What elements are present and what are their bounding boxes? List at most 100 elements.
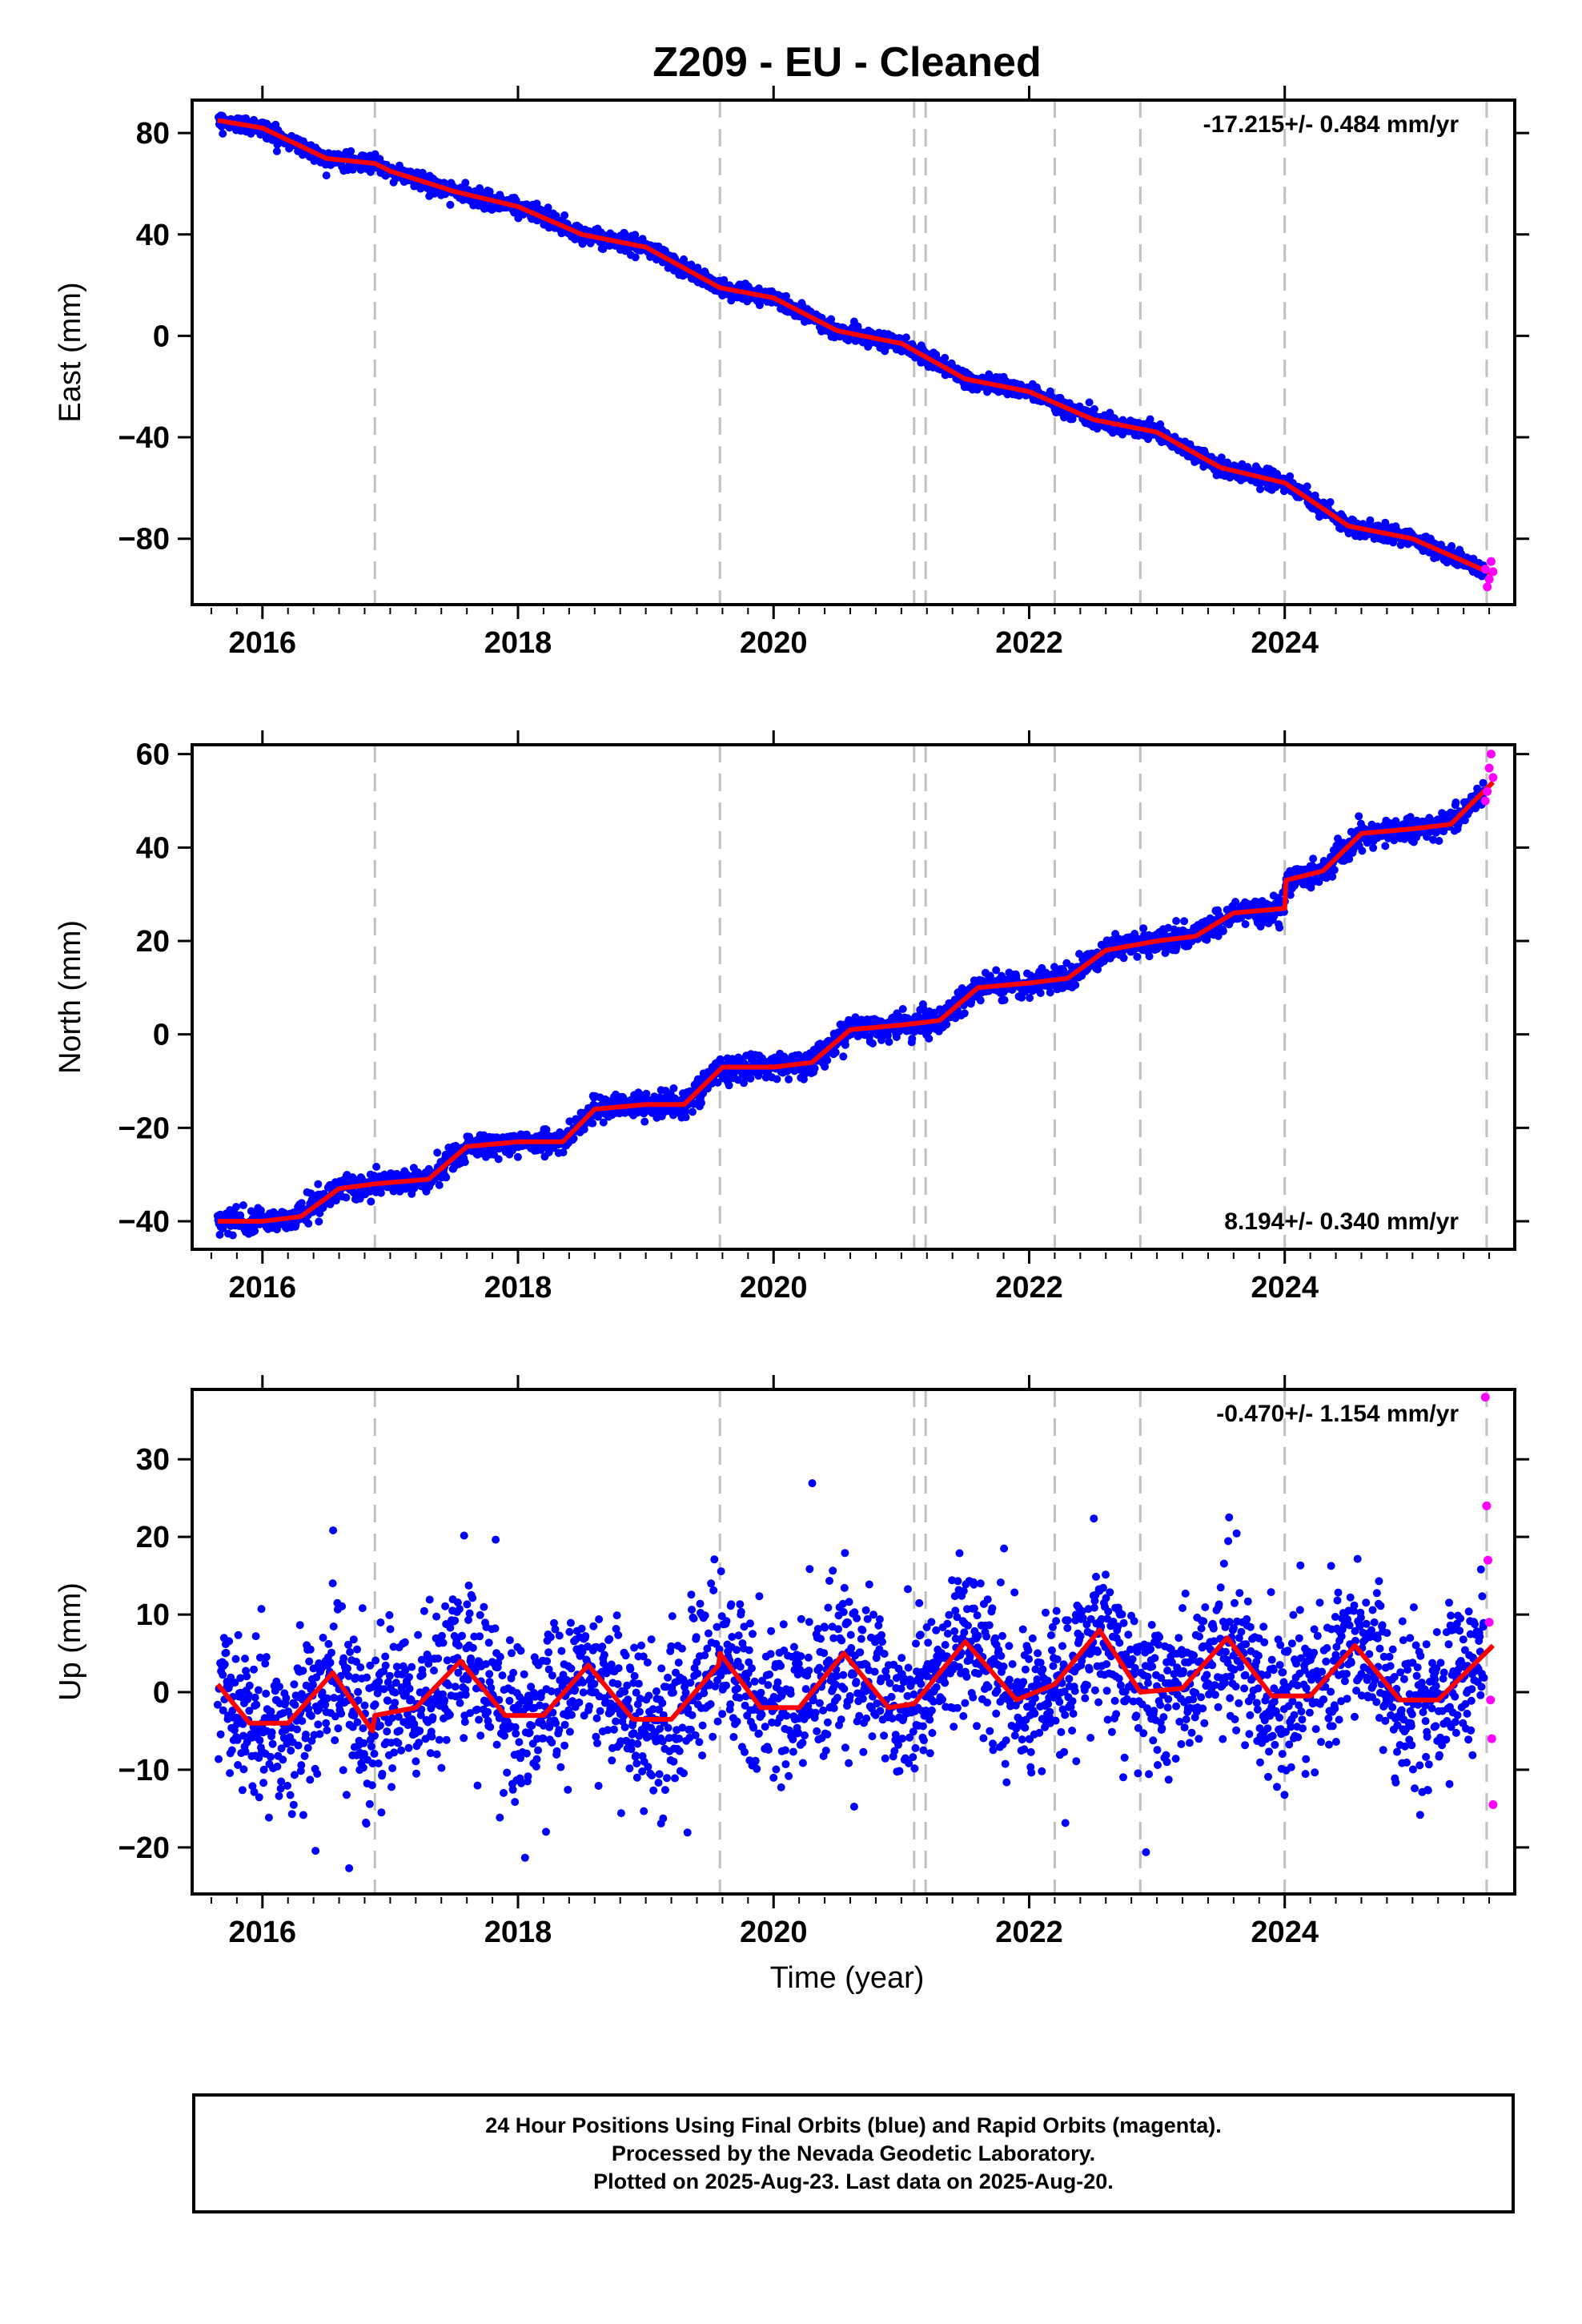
data-point xyxy=(1219,927,1227,935)
data-point xyxy=(746,1074,755,1083)
data-point xyxy=(599,1118,608,1127)
data-point xyxy=(1180,917,1189,926)
data-point xyxy=(841,1040,849,1049)
data-point xyxy=(215,1230,224,1239)
data-point xyxy=(925,1034,934,1043)
x-tick-label: 2016 xyxy=(229,626,297,660)
rapid-point xyxy=(1488,567,1498,577)
data-point xyxy=(1018,993,1026,1002)
data-point xyxy=(740,1079,748,1088)
data-point xyxy=(433,1148,442,1157)
data-point xyxy=(693,263,702,272)
data-point xyxy=(442,1173,451,1182)
data-point xyxy=(885,1038,893,1046)
chart-title: Z209 - EU - Cleaned xyxy=(652,39,1041,86)
data-point xyxy=(315,1217,323,1226)
data-point xyxy=(823,1056,832,1064)
y-tick-label: −80 xyxy=(118,523,170,557)
data-point xyxy=(901,333,910,342)
model-fit-line xyxy=(217,118,1495,577)
x-tick-label: 2024 xyxy=(1251,626,1319,660)
data-point xyxy=(631,253,640,262)
data-point xyxy=(1046,988,1054,997)
rapid-point xyxy=(1480,565,1490,574)
data-point xyxy=(251,1227,259,1236)
data-point xyxy=(560,211,569,219)
data-point xyxy=(376,1188,385,1197)
rapid-point xyxy=(1486,557,1496,566)
y-axis-label: East (mm) xyxy=(54,282,87,422)
data-point xyxy=(559,1148,568,1156)
data-point xyxy=(544,203,552,212)
data-point xyxy=(1256,485,1264,493)
data-point xyxy=(461,179,470,187)
rapid-orbit-points xyxy=(1480,557,1498,592)
data-point xyxy=(821,1063,829,1071)
y-tick-label: −40 xyxy=(118,421,170,455)
data-point xyxy=(542,1125,551,1134)
data-point xyxy=(681,1107,690,1116)
rate-annotation: -17.215+/- 0.484 mm/yr xyxy=(1203,111,1460,138)
y-tick-label: 40 xyxy=(136,219,170,252)
data-point xyxy=(1366,516,1375,525)
data-point xyxy=(304,1219,313,1228)
data-point xyxy=(1326,498,1335,506)
data-point xyxy=(877,1035,885,1044)
data-point xyxy=(1146,415,1154,424)
rapid-point xyxy=(1484,574,1494,584)
data-point xyxy=(869,1039,877,1047)
data-point xyxy=(372,1163,381,1171)
data-point xyxy=(689,1108,697,1116)
data-point xyxy=(1094,965,1102,974)
data-point xyxy=(681,1113,690,1122)
final-orbit-points xyxy=(215,111,1488,581)
data-point xyxy=(960,1009,969,1018)
data-point xyxy=(1223,458,1232,467)
data-point xyxy=(1133,952,1142,961)
data-point xyxy=(810,1064,819,1072)
data-point xyxy=(513,1152,522,1161)
data-point xyxy=(942,1020,951,1029)
data-point xyxy=(669,1084,678,1092)
y-tick-label: 0 xyxy=(153,320,170,353)
data-point xyxy=(239,1201,247,1209)
data-point xyxy=(297,1199,306,1208)
data-point xyxy=(565,1117,574,1126)
data-point xyxy=(1447,541,1456,550)
data-point xyxy=(827,315,836,324)
data-point xyxy=(754,284,763,293)
data-point xyxy=(1036,989,1045,997)
data-point xyxy=(1008,985,1017,994)
data-point xyxy=(272,147,281,155)
data-point xyxy=(322,171,331,180)
data-point xyxy=(219,129,227,138)
data-point xyxy=(1026,994,1034,1003)
data-point xyxy=(992,966,1001,975)
data-point xyxy=(754,1072,763,1080)
data-point xyxy=(1241,920,1250,928)
data-point xyxy=(785,1075,793,1084)
data-point xyxy=(569,1134,578,1143)
data-point xyxy=(314,1180,323,1188)
data-point xyxy=(342,1193,351,1202)
data-point xyxy=(1275,923,1284,932)
data-point xyxy=(1231,898,1240,907)
data-point xyxy=(725,1081,733,1090)
data-point xyxy=(1145,952,1154,961)
data-point xyxy=(588,1119,597,1128)
data-point xyxy=(642,1089,651,1098)
x-tick-label: 2018 xyxy=(484,626,552,660)
data-point xyxy=(908,1035,917,1043)
data-point xyxy=(232,1203,240,1211)
data-point xyxy=(631,231,640,239)
data-point xyxy=(898,1005,907,1013)
data-point xyxy=(773,1075,781,1084)
data-point xyxy=(228,1231,237,1240)
data-point xyxy=(697,1099,705,1108)
data-point xyxy=(1085,398,1094,407)
data-point xyxy=(460,1158,469,1167)
data-point xyxy=(435,1180,444,1189)
data-point xyxy=(941,353,950,362)
